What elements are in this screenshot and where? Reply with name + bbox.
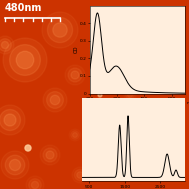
- Circle shape: [46, 151, 54, 159]
- Circle shape: [0, 36, 14, 54]
- Text: nm: nm: [186, 101, 189, 105]
- Text: cm⁻¹: cm⁻¹: [186, 188, 189, 189]
- Circle shape: [166, 126, 174, 134]
- Circle shape: [128, 93, 132, 97]
- Circle shape: [31, 181, 39, 189]
- Circle shape: [47, 17, 73, 43]
- Circle shape: [177, 61, 184, 68]
- Circle shape: [3, 38, 47, 82]
- Circle shape: [42, 12, 78, 48]
- Circle shape: [105, 135, 115, 145]
- Circle shape: [43, 88, 67, 112]
- Circle shape: [0, 105, 25, 135]
- Circle shape: [0, 109, 20, 130]
- Circle shape: [159, 14, 171, 26]
- Circle shape: [50, 95, 60, 105]
- Circle shape: [152, 72, 168, 88]
- Circle shape: [29, 179, 41, 189]
- Circle shape: [16, 51, 34, 69]
- Circle shape: [47, 92, 63, 108]
- Circle shape: [131, 151, 149, 169]
- Circle shape: [4, 114, 16, 126]
- Circle shape: [126, 106, 134, 114]
- Circle shape: [163, 123, 177, 137]
- Circle shape: [115, 165, 125, 175]
- Circle shape: [9, 159, 21, 171]
- Circle shape: [10, 45, 40, 75]
- Circle shape: [178, 63, 182, 67]
- Circle shape: [71, 71, 79, 79]
- Circle shape: [65, 65, 85, 85]
- Circle shape: [136, 156, 144, 164]
- Circle shape: [73, 133, 77, 137]
- Circle shape: [53, 23, 67, 37]
- Circle shape: [1, 41, 9, 49]
- Circle shape: [74, 169, 86, 181]
- Circle shape: [25, 145, 31, 151]
- Circle shape: [162, 17, 168, 23]
- Circle shape: [1, 151, 29, 179]
- Circle shape: [91, 46, 98, 53]
- Circle shape: [5, 155, 25, 175]
- Circle shape: [93, 48, 97, 52]
- Circle shape: [71, 131, 79, 139]
- Circle shape: [107, 137, 113, 143]
- Circle shape: [43, 148, 57, 162]
- Circle shape: [126, 91, 134, 99]
- Circle shape: [117, 167, 123, 173]
- Circle shape: [155, 75, 165, 85]
- Circle shape: [68, 68, 82, 82]
- Circle shape: [40, 145, 60, 165]
- Circle shape: [154, 107, 160, 113]
- Circle shape: [98, 93, 102, 97]
- Text: 480nm: 480nm: [5, 3, 42, 13]
- Circle shape: [134, 154, 146, 166]
- Circle shape: [148, 68, 172, 92]
- Circle shape: [0, 39, 11, 51]
- Circle shape: [77, 172, 83, 178]
- Y-axis label: OD: OD: [73, 46, 78, 53]
